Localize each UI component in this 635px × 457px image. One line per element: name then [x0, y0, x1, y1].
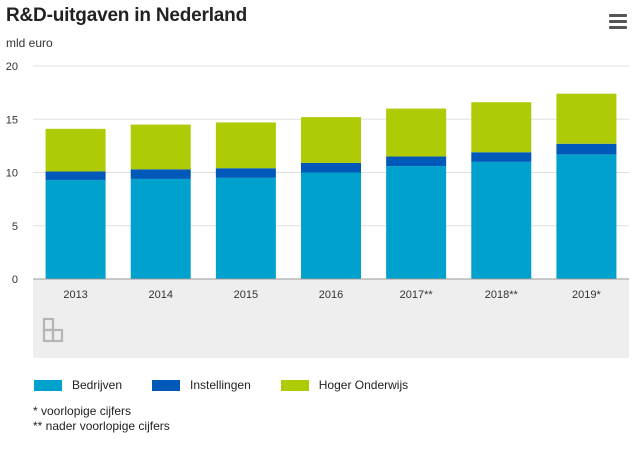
- bar-hoger-onderwijs: [556, 93, 617, 144]
- bar-hoger-onderwijs: [130, 124, 191, 170]
- bar-hoger-onderwijs: [386, 108, 447, 157]
- legend-label: Bedrijven: [72, 378, 123, 392]
- bar-instellingen: [215, 168, 276, 178]
- bar-bedrijven: [386, 166, 447, 279]
- bar-bedrijven: [556, 154, 617, 279]
- bar-bedrijven: [130, 178, 191, 279]
- x-tick-label: 2014: [148, 289, 172, 301]
- y-tick-label: 20: [6, 61, 18, 73]
- legend: Bedrijven Instellingen Hoger Onderwijs: [34, 378, 438, 392]
- chart-title: R&D-uitgaven in Nederland: [6, 5, 247, 26]
- bar-instellingen: [130, 169, 191, 179]
- bar-instellingen: [45, 171, 106, 180]
- legend-swatch: [280, 379, 309, 391]
- x-tick-label: 2016: [319, 289, 343, 301]
- bar-bedrijven: [215, 177, 276, 279]
- legend-swatch: [34, 379, 62, 391]
- cbs-logo: [42, 317, 64, 343]
- legend-label: Instellingen: [190, 378, 251, 392]
- bar-hoger-onderwijs: [301, 117, 361, 163]
- bar-bedrijven: [45, 179, 106, 279]
- legend-swatch: [152, 379, 181, 391]
- x-axis-panel: [33, 279, 629, 358]
- logo-part: [42, 328, 55, 343]
- legend-label: Hoger Onderwijs: [318, 378, 409, 392]
- bar-instellingen: [556, 143, 617, 155]
- bar-instellingen: [386, 156, 447, 167]
- legend-item-instellingen[interactable]: Instellingen: [152, 378, 251, 392]
- bar-hoger-onderwijs: [471, 102, 532, 153]
- y-axis: 0 5 10 15 20: [6, 61, 18, 286]
- x-axis: 2013 2014 2015 2016 2017** 2018** 2019*: [33, 278, 629, 301]
- bar-instellingen: [301, 162, 361, 173]
- y-tick-label: 5: [12, 221, 18, 233]
- legend-item-hoger-onderwijs[interactable]: Hoger Onderwijs: [280, 378, 409, 392]
- x-tick-label: 2015: [234, 289, 258, 301]
- bar-bedrijven: [301, 172, 361, 279]
- bar-instellingen: [471, 152, 532, 162]
- footnote-voorlopig: * voorlopige cijfers: [33, 404, 132, 418]
- x-tick-label: 2017**: [400, 289, 434, 301]
- x-tick-label: 2019*: [572, 289, 601, 301]
- x-tick-label: 2013: [63, 289, 87, 301]
- hamburger-menu-icon[interactable]: [609, 14, 627, 30]
- bar-bedrijven: [471, 161, 532, 279]
- x-tick-label: 2018**: [485, 289, 519, 301]
- y-tick-label: 15: [6, 114, 18, 126]
- y-tick-label: 0: [12, 274, 18, 286]
- y-tick-label: 10: [6, 168, 18, 180]
- bars: [45, 93, 617, 279]
- bar-hoger-onderwijs: [45, 128, 106, 172]
- y-unit-label: mld euro: [6, 36, 53, 50]
- footnote-nader-voorlopig: ** nader voorlopige cijfers: [33, 419, 170, 433]
- legend-item-bedrijven[interactable]: Bedrijven: [34, 378, 122, 392]
- bar-hoger-onderwijs: [215, 122, 276, 169]
